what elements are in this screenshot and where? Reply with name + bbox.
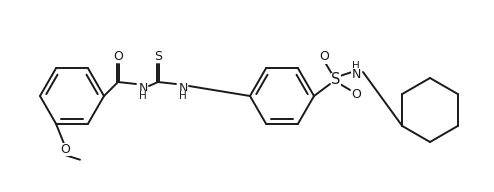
Text: N: N — [178, 81, 188, 94]
Text: O: O — [113, 50, 123, 63]
Text: H: H — [179, 91, 187, 101]
Text: N: N — [138, 81, 148, 94]
Text: H: H — [352, 61, 360, 71]
Text: H: H — [139, 91, 147, 101]
Text: O: O — [60, 143, 70, 156]
Text: O: O — [351, 89, 361, 102]
Text: S: S — [154, 50, 162, 63]
Text: O: O — [319, 50, 329, 64]
Text: S: S — [331, 73, 341, 88]
Text: N: N — [351, 68, 361, 80]
